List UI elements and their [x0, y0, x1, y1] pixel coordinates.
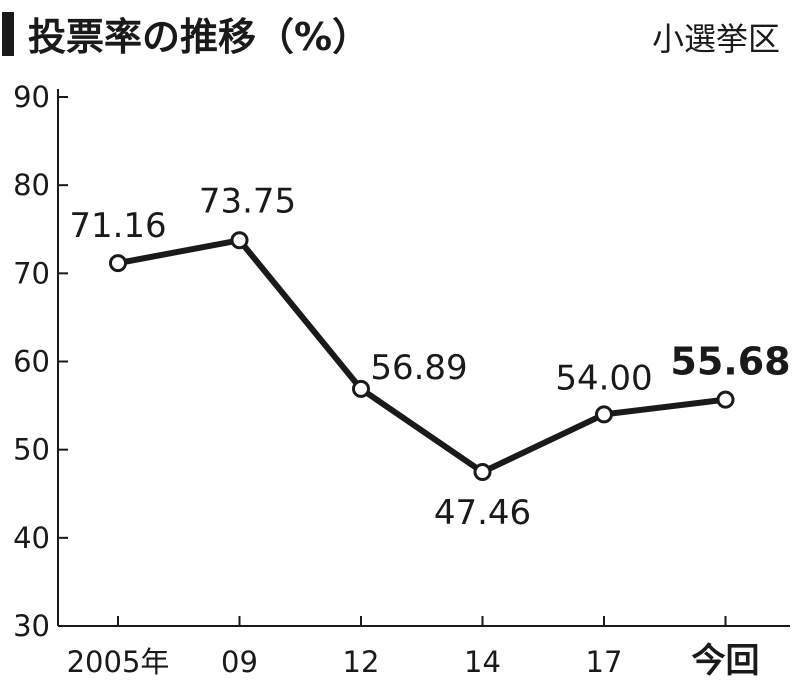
data-label: 47.46	[434, 493, 531, 533]
data-label: 73.75	[199, 181, 296, 221]
data-label: 55.68	[670, 340, 790, 384]
x-axis-ticks: 2005年 09 12 14 17 今回	[67, 616, 760, 681]
data-point	[716, 390, 735, 409]
chart-title: 投票率の推移（%）	[28, 15, 370, 59]
x-tick-label: 09	[221, 645, 258, 679]
axes	[57, 89, 790, 627]
chart-subtitle: 小選挙区	[652, 20, 780, 58]
x-tick-label: 12	[343, 645, 380, 679]
data-point	[109, 254, 127, 273]
title-marker	[2, 12, 14, 56]
data-label: 54.00	[555, 358, 652, 398]
y-tick-label: 60	[13, 345, 50, 379]
data-label: 56.89	[370, 348, 467, 388]
y-axis-ticks: 30 40 50 60 70 80 90	[13, 80, 68, 643]
y-tick-label: 80	[13, 168, 50, 202]
series-group	[115, 237, 729, 476]
points-group	[109, 231, 735, 482]
data-point	[595, 405, 613, 424]
x-tick-label: 2005年	[67, 645, 170, 679]
x-tick-label: 17	[586, 645, 623, 679]
data-labels-group: 71.16 73.75 56.89 47.46 54.00 55.68	[69, 181, 790, 533]
x-tick-label: 今回	[692, 641, 760, 681]
data-point	[230, 231, 249, 250]
data-point	[352, 379, 370, 398]
y-tick-label: 50	[13, 433, 50, 467]
series-line	[115, 237, 729, 476]
x-tick-label: 14	[464, 645, 501, 679]
y-tick-label: 40	[13, 521, 50, 555]
y-tick-label: 90	[13, 80, 50, 114]
data-label: 71.16	[69, 206, 166, 246]
y-tick-label: 70	[13, 256, 50, 290]
y-tick-label: 30	[13, 609, 50, 643]
data-point	[473, 463, 492, 482]
